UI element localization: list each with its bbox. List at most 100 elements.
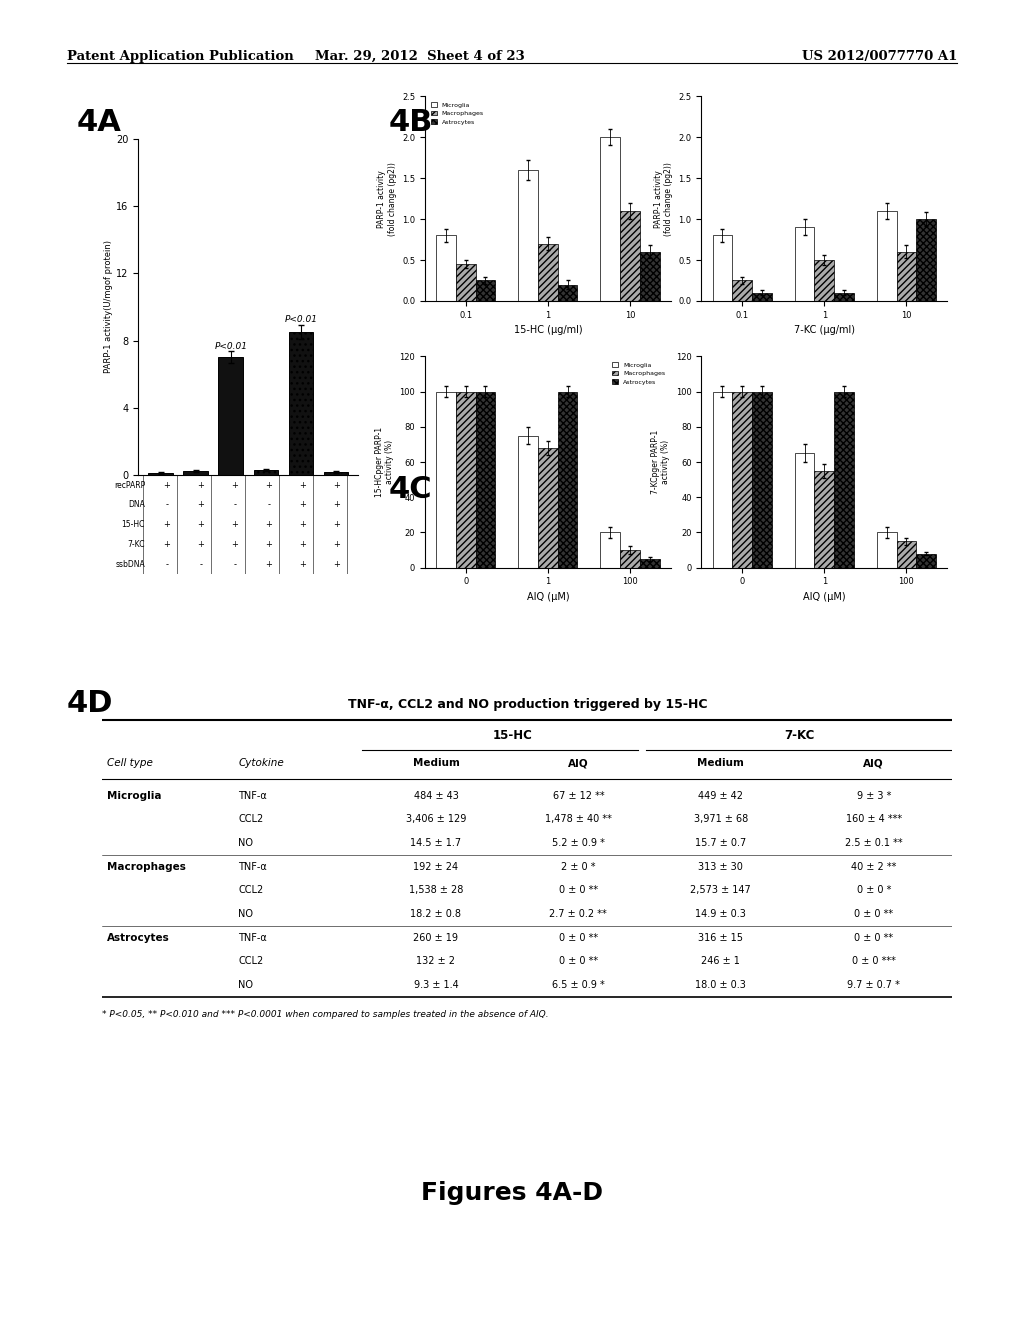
Text: 3,971 ± 68: 3,971 ± 68 [693, 814, 748, 825]
Text: +: + [198, 540, 205, 549]
Text: 0 ± 0 ***: 0 ± 0 *** [852, 956, 896, 966]
Text: TNF-α, CCL2 and NO production triggered by 15-HC: TNF-α, CCL2 and NO production triggered … [347, 698, 708, 711]
Text: -: - [233, 560, 237, 569]
Text: +: + [265, 480, 272, 490]
Text: +: + [333, 560, 340, 569]
Text: P<0.01: P<0.01 [214, 342, 247, 351]
Text: 6.5 ± 0.9 *: 6.5 ± 0.9 * [552, 979, 605, 990]
Bar [518, 436, 538, 568]
Bar [752, 392, 772, 568]
Text: 2.7 ± 0.2 **: 2.7 ± 0.2 ** [550, 909, 607, 919]
Bar [538, 244, 558, 301]
Legend: Microglia, Macrophages, Astrocytes: Microglia, Macrophages, Astrocytes [428, 99, 486, 128]
Text: -: - [233, 500, 237, 510]
Text: 9 ± 3 *: 9 ± 3 * [856, 791, 891, 801]
Bar [518, 170, 538, 301]
Text: 0 ± 0 *: 0 ± 0 * [856, 886, 891, 895]
Bar [456, 264, 475, 301]
Bar [621, 550, 640, 568]
Text: +: + [299, 560, 306, 569]
Bar [324, 471, 348, 475]
Bar [600, 137, 621, 301]
Text: 4B: 4B [389, 108, 433, 137]
Y-axis label: 7-KCpger PARP-1
activity (%): 7-KCpger PARP-1 activity (%) [651, 430, 671, 494]
Text: Patent Application Publication: Patent Application Publication [67, 50, 293, 63]
Text: Cell type: Cell type [106, 759, 153, 768]
Text: 4D: 4D [67, 689, 113, 718]
Text: Macrophages: Macrophages [106, 862, 185, 871]
Text: 2 ± 0 *: 2 ± 0 * [561, 862, 596, 871]
Bar [897, 252, 916, 301]
Text: 316 ± 15: 316 ± 15 [698, 933, 743, 942]
Text: 1,538 ± 28: 1,538 ± 28 [409, 886, 463, 895]
Bar [814, 260, 835, 301]
Text: 0 ± 0 **: 0 ± 0 ** [854, 909, 893, 919]
Text: -: - [267, 500, 270, 510]
Text: DNA: DNA [128, 500, 145, 510]
Text: 1,478 ± 40 **: 1,478 ± 40 ** [545, 814, 611, 825]
Bar [795, 453, 814, 568]
Text: -: - [166, 500, 169, 510]
Text: recPARP: recPARP [114, 480, 145, 490]
Text: CCL2: CCL2 [239, 886, 263, 895]
Y-axis label: 15-HCpger PARP-1
activity (%): 15-HCpger PARP-1 activity (%) [375, 426, 394, 498]
Text: AIQ: AIQ [863, 759, 884, 768]
Text: -: - [200, 560, 203, 569]
Text: AIQ: AIQ [568, 759, 589, 768]
Bar [814, 471, 835, 568]
Text: 2,573 ± 147: 2,573 ± 147 [690, 886, 751, 895]
Text: 15-HC: 15-HC [122, 520, 145, 529]
Bar [456, 392, 475, 568]
Bar [558, 285, 578, 301]
X-axis label: AIQ (μM): AIQ (μM) [803, 591, 846, 602]
Text: +: + [299, 480, 306, 490]
Text: +: + [164, 480, 170, 490]
Text: Cytokine: Cytokine [239, 759, 284, 768]
Bar [916, 553, 936, 568]
Text: +: + [231, 520, 239, 529]
Text: +: + [265, 560, 272, 569]
Text: 67 ± 12 **: 67 ± 12 ** [553, 791, 604, 801]
Text: +: + [164, 540, 170, 549]
Text: 15-HC: 15-HC [493, 730, 532, 742]
Text: 9.7 ± 0.7 *: 9.7 ± 0.7 * [847, 979, 900, 990]
Text: 484 ± 43: 484 ± 43 [414, 791, 459, 801]
Text: 9.3 ± 1.4: 9.3 ± 1.4 [414, 979, 459, 990]
Text: 313 ± 30: 313 ± 30 [698, 862, 743, 871]
Text: 4A: 4A [77, 108, 122, 137]
Text: 0 ± 0 **: 0 ± 0 ** [559, 956, 598, 966]
Bar [877, 211, 897, 301]
Bar [254, 470, 279, 475]
X-axis label: AIQ (μM): AIQ (μM) [526, 591, 569, 602]
Bar [183, 471, 208, 475]
Bar [475, 392, 496, 568]
Text: 18.0 ± 0.3: 18.0 ± 0.3 [695, 979, 746, 990]
Bar [877, 532, 897, 568]
Text: TNF-α: TNF-α [239, 862, 267, 871]
Bar [732, 281, 752, 301]
Y-axis label: PARP-1 activity(U/mgof protein): PARP-1 activity(U/mgof protein) [104, 240, 114, 374]
Text: 2.5 ± 0.1 **: 2.5 ± 0.1 ** [845, 838, 902, 847]
Text: +: + [164, 520, 170, 529]
Bar [640, 558, 659, 568]
Bar [436, 392, 456, 568]
Bar [916, 219, 936, 301]
Text: +: + [333, 520, 340, 529]
Text: NO: NO [239, 979, 253, 990]
Bar [835, 392, 854, 568]
Bar [752, 293, 772, 301]
Text: Microglia: Microglia [106, 791, 161, 801]
Text: ssbDNA: ssbDNA [116, 560, 145, 569]
Text: Medium: Medium [697, 759, 744, 768]
Bar [538, 447, 558, 568]
Text: * P<0.05, ** P<0.010 and *** P<0.0001 when compared to samples treated in the ab: * P<0.05, ** P<0.010 and *** P<0.0001 wh… [102, 1011, 549, 1019]
Text: 18.2 ± 0.8: 18.2 ± 0.8 [411, 909, 462, 919]
Text: 0 ± 0 **: 0 ± 0 ** [559, 933, 598, 942]
Text: 132 ± 2: 132 ± 2 [417, 956, 456, 966]
Legend: Microglia, Macrophages, Astrocytes: Microglia, Macrophages, Astrocytes [609, 359, 668, 388]
Text: Mar. 29, 2012  Sheet 4 of 23: Mar. 29, 2012 Sheet 4 of 23 [315, 50, 524, 63]
Bar [289, 333, 313, 475]
Text: 246 ± 1: 246 ± 1 [701, 956, 740, 966]
Text: US 2012/0077770 A1: US 2012/0077770 A1 [802, 50, 957, 63]
Text: TNF-α: TNF-α [239, 791, 267, 801]
